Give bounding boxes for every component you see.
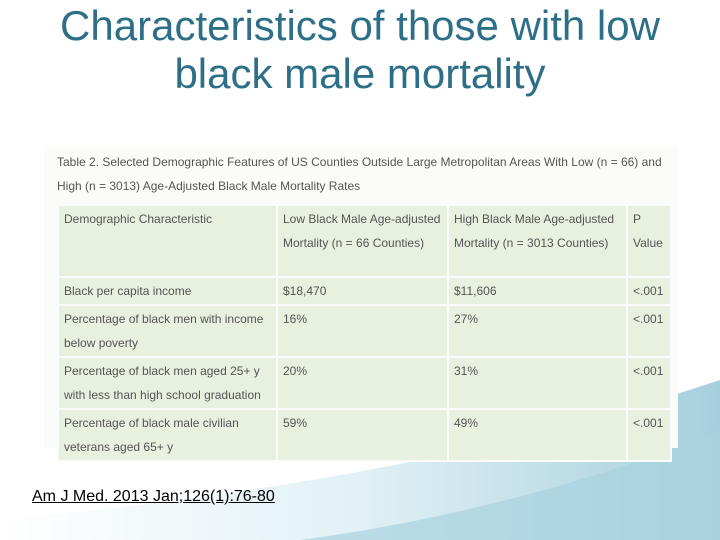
header-cell: P Value (626, 204, 672, 278)
table-row: Percentage of black men aged 25+ y with … (57, 356, 672, 410)
table-image: Table 2. Selected Demographic Features o… (44, 146, 678, 462)
table-cell: 31% (447, 356, 628, 410)
table-cell: 49% (447, 408, 628, 462)
table-cell: <.001 (626, 356, 672, 410)
table-cell: Black per capita income (57, 276, 278, 306)
table-cell: <.001 (626, 304, 672, 358)
header-cell: Demographic Characteristic (57, 204, 278, 278)
table-cell: Percentage of black men aged 25+ y with … (57, 356, 278, 410)
table-cell: 20% (276, 356, 449, 410)
header-cell: Low Black Male Age-adjusted Mortality (n… (276, 204, 449, 278)
table-cell: Percentage of black male civilian vetera… (57, 408, 278, 462)
table-row: Black per capita income $18,470 $11,606 <.0… (57, 276, 672, 306)
table-row: Percentage of black men with income belo… (57, 304, 672, 358)
table-caption: Table 2. Selected Demographic Features o… (57, 155, 662, 193)
table-cell: <.001 (626, 276, 672, 306)
citation: Am J Med. 2013 Jan;126(1):76-80 (32, 488, 275, 505)
table-cell: <.001 (626, 408, 672, 462)
table-cell: 27% (447, 304, 628, 358)
table-cell: 59% (276, 408, 449, 462)
slide-title: Characteristics of those with low black … (60, 2, 660, 97)
table-cell: $11,606 (447, 276, 628, 306)
header-row: Demographic Characteristic Low Black Male… (57, 204, 672, 278)
table-cell: 16% (276, 304, 449, 358)
table-cell: $18,470 (276, 276, 449, 306)
table-cell: Percentage of black men with income belo… (57, 304, 278, 358)
table-row: Percentage of black male civilian vetera… (57, 408, 672, 462)
data-table: Demographic Characteristic Low Black Male… (57, 204, 672, 462)
header-cell: High Black Male Age-adjusted Mortality (… (447, 204, 628, 278)
